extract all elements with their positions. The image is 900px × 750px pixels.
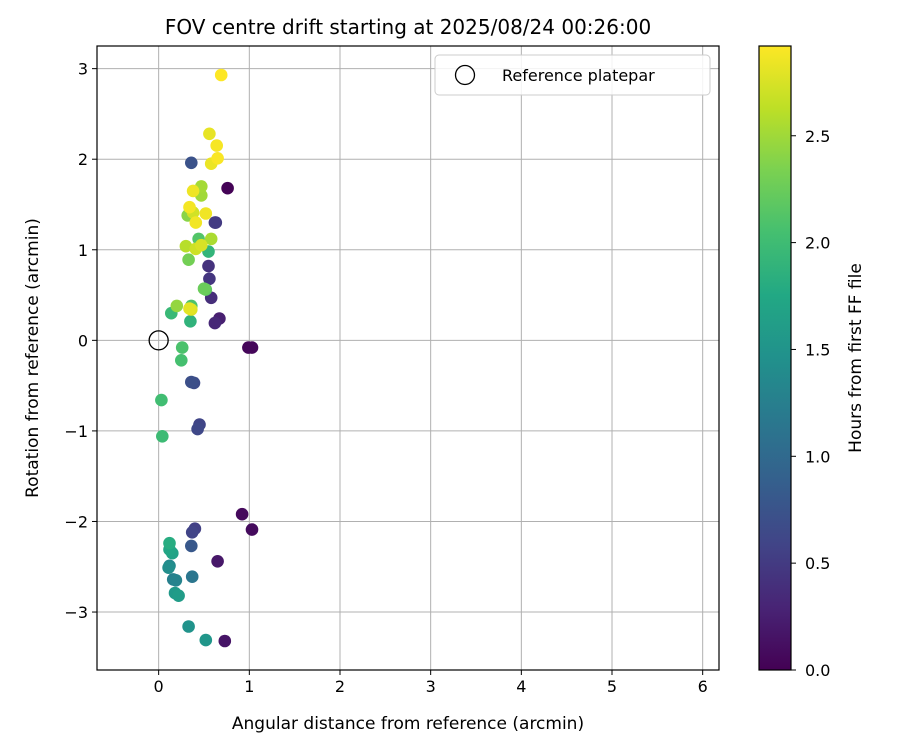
data-point: [185, 375, 198, 389]
data-point: [210, 139, 223, 152]
reference-platepar-marker: [148, 330, 169, 351]
x-tick-label: 4: [516, 677, 526, 696]
data-point: [208, 316, 222, 330]
colorbar: [758, 45, 792, 671]
y-tick-label: 1: [78, 241, 88, 260]
x-tick-label: 1: [244, 677, 254, 696]
data-point: [211, 152, 224, 165]
y-tick-label: −2: [64, 512, 88, 531]
legend: Reference platepar: [434, 54, 711, 96]
x-tick-label: 0: [154, 677, 164, 696]
y-tick-label: 3: [78, 60, 88, 79]
data-point: [185, 570, 199, 583]
x-axis: 0 1 2 3 4 5 6: [154, 670, 708, 696]
y-tick-label: −1: [64, 422, 88, 441]
data-points: [155, 68, 259, 648]
colorbar-tick-label: 1.5: [805, 340, 830, 359]
colorbar-tick-label: 1.0: [805, 447, 830, 466]
data-point: [179, 239, 193, 253]
y-axis-label: Rotation from reference (arcmin): [23, 218, 43, 498]
data-point: [182, 253, 195, 266]
data-point: [182, 620, 195, 633]
data-point: [189, 216, 203, 229]
legend-box: [434, 54, 711, 96]
data-point: [162, 561, 175, 574]
y-tick-label: 2: [78, 150, 88, 169]
plot-frame: [96, 45, 720, 671]
data-point: [235, 507, 249, 521]
reference-marker: [148, 330, 169, 351]
data-point: [218, 634, 232, 648]
x-tick-label: 2: [335, 677, 345, 696]
data-point: [204, 232, 218, 246]
data-point: [199, 207, 213, 220]
x-tick-label: 3: [426, 677, 436, 696]
data-point: [197, 282, 211, 296]
data-point: [191, 422, 204, 436]
data-point: [186, 184, 200, 198]
data-point: [208, 216, 222, 229]
legend-open-circle-icon: [454, 64, 476, 86]
x-axis-label: Angular distance from reference (arcmin): [232, 714, 584, 734]
data-point: [169, 574, 183, 587]
data-point: [195, 238, 208, 252]
y-tick-label: 0: [78, 331, 88, 350]
data-point: [163, 536, 176, 550]
data-point: [185, 156, 198, 170]
data-point: [203, 127, 216, 141]
data-point: [185, 526, 199, 539]
y-tick-label: −3: [64, 603, 88, 622]
x-tick-label: 5: [607, 677, 617, 696]
data-point: [183, 200, 196, 214]
data-point: [214, 68, 228, 82]
colorbar-tick-label: 2.5: [805, 127, 830, 146]
data-point: [245, 341, 259, 354]
data-point: [156, 430, 169, 443]
colorbar-ticks: 0.0 0.5 1.0 1.5 2.0 2.5: [791, 127, 830, 680]
data-point: [199, 633, 213, 647]
x-tick-label: 6: [698, 677, 708, 696]
data-point: [183, 302, 196, 315]
colorbar-label: Hours from first FF file: [846, 263, 866, 453]
chart-title: FOV centre drift starting at 2025/08/24 …: [165, 15, 651, 39]
data-point: [175, 354, 188, 367]
colorbar-tick-label: 2.0: [805, 234, 830, 253]
data-point: [185, 539, 198, 553]
colorbar-tick-label: 0.0: [805, 661, 830, 680]
data-point: [203, 272, 216, 286]
legend-label: Reference platepar: [502, 66, 655, 85]
data-point: [170, 299, 184, 313]
data-point: [155, 393, 168, 407]
data-point: [221, 181, 234, 195]
y-axis: −3 −2 −1 0 1 2 3: [64, 60, 97, 622]
data-point: [202, 259, 215, 273]
data-point: [245, 523, 259, 536]
data-point: [172, 589, 185, 602]
data-point: [211, 555, 224, 568]
data-point: [175, 341, 189, 354]
data-point: [184, 315, 197, 328]
colorbar-tick-label: 0.5: [805, 554, 830, 573]
